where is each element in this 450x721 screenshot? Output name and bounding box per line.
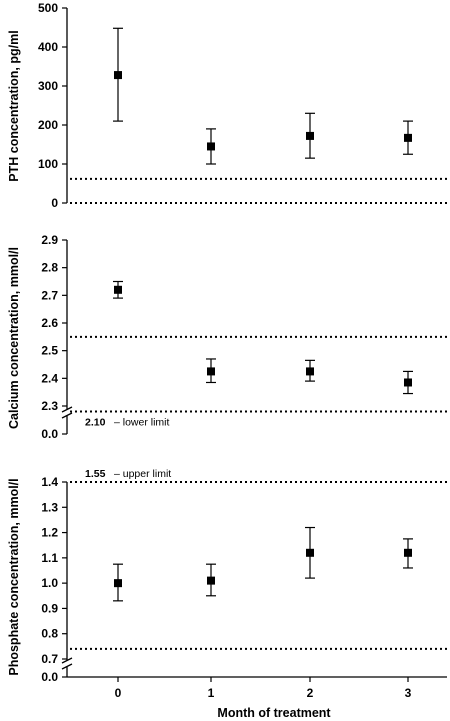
y-tick-label: 200 <box>38 118 58 132</box>
axis-break-mark <box>61 406 73 413</box>
data-point <box>114 71 122 80</box>
data-point <box>306 548 314 557</box>
y-tick-label: 2.8 <box>41 261 58 275</box>
y-tick-label: 0.0 <box>41 670 58 684</box>
y-tick-label: 500 <box>38 1 58 15</box>
data-point <box>404 378 412 387</box>
y-tick-label: 1.0 <box>41 576 58 590</box>
pth-panel: 0 100 200 300 400 500 PTH concentration, pg/ml <box>7 1 447 210</box>
reference-label-text: – upper limit <box>114 468 171 480</box>
reference-label-value: 1.55 <box>85 468 106 480</box>
y-tick-label: 300 <box>38 79 58 93</box>
x-tick-label: 1 <box>208 686 215 700</box>
y-tick-label: 100 <box>38 157 58 171</box>
data-point <box>207 142 215 151</box>
y-tick-label: 0.8 <box>41 627 58 641</box>
reference-label-value: 2.10 <box>85 417 106 429</box>
y-tick-label: 400 <box>38 40 58 54</box>
data-point <box>404 548 412 557</box>
y-axis-label: PTH concentration, pg/ml <box>7 30 21 181</box>
y-tick-label: 2.9 <box>41 233 58 247</box>
y-tick-label: 2.6 <box>41 316 58 330</box>
x-tick-label: 2 <box>307 686 314 700</box>
data-point <box>306 131 314 140</box>
data-point <box>114 579 122 588</box>
y-tick-label: 0.0 <box>41 427 58 441</box>
y-tick-label: 2.3 <box>41 399 58 413</box>
y-tick-label: 1.1 <box>41 551 58 565</box>
y-axis-label: Calcium concentration, mmol/l <box>7 247 21 429</box>
reference-label-text: – lower limit <box>114 417 170 429</box>
y-tick-label: 2.5 <box>41 344 58 358</box>
y-tick-label: 2.4 <box>41 371 58 385</box>
x-axis-label: Month of treatment <box>217 706 331 720</box>
data-point <box>404 133 412 142</box>
data-point <box>306 367 314 376</box>
phosphate-panel: 0.0 0.7 0.8 0.9 1.0 1.1 1.2 1.3 1.4 Phosphate con… <box>7 468 447 700</box>
axis-break-mark <box>61 663 73 670</box>
y-axis-label: Phosphate concentration, mmol/l <box>7 478 21 675</box>
x-tick-label: 0 <box>115 686 122 700</box>
x-tick-label: 3 <box>405 686 412 700</box>
y-tick-label: 1.2 <box>41 526 58 540</box>
y-tick-label: 0 <box>51 196 58 210</box>
y-tick-label: 2.7 <box>41 288 58 302</box>
data-point <box>207 576 215 585</box>
calcium-panel: 0.0 2.3 2.4 2.5 2.6 2.7 2.8 2.9 Calcium concentr… <box>7 233 447 441</box>
data-point <box>207 367 215 376</box>
y-tick-label: 1.3 <box>41 500 58 514</box>
y-tick-label: 0.9 <box>41 601 58 615</box>
axis-break-mark <box>61 657 73 664</box>
y-tick-label: 1.4 <box>41 475 58 489</box>
data-point <box>114 285 122 294</box>
y-tick-label: 0.7 <box>41 652 58 666</box>
axis-break-mark <box>61 412 73 419</box>
